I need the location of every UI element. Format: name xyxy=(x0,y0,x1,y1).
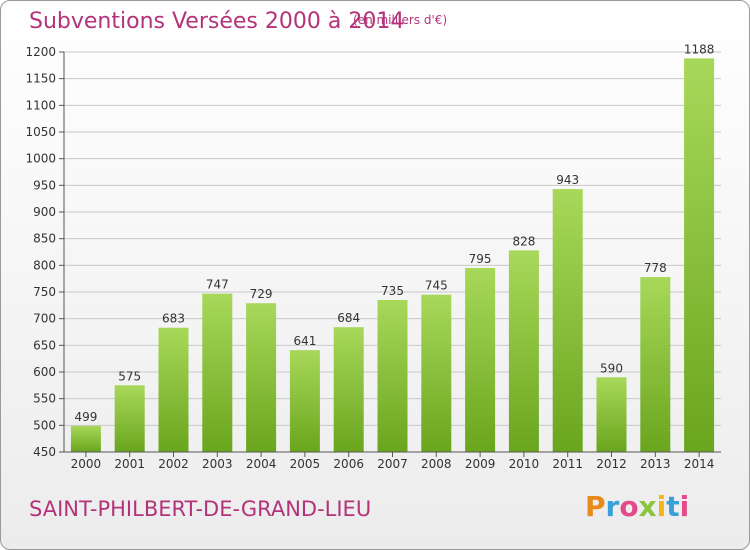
y-tick-label: 1100 xyxy=(25,98,56,112)
bar-2008 xyxy=(421,294,452,452)
x-tick-label: 2007 xyxy=(377,457,408,471)
y-tick-label: 650 xyxy=(33,338,56,352)
x-tick-label: 2001 xyxy=(114,457,145,471)
bar-2005 xyxy=(289,350,320,452)
bar-2000 xyxy=(70,425,101,452)
x-tick-label: 2006 xyxy=(333,457,364,471)
value-label: 499 xyxy=(74,410,97,424)
y-tick-label: 1000 xyxy=(25,152,56,166)
x-tick-label: 2013 xyxy=(640,457,671,471)
y-tick-label: 750 xyxy=(33,285,56,299)
x-tick-label: 2002 xyxy=(158,457,189,471)
bar-2011 xyxy=(552,189,583,453)
value-label: 795 xyxy=(469,252,492,266)
y-tick-label: 700 xyxy=(33,312,56,326)
x-tick-label: 2005 xyxy=(290,457,321,471)
y-tick-label: 800 xyxy=(33,258,56,272)
y-tick-label: 950 xyxy=(33,178,56,192)
value-label: 641 xyxy=(293,334,316,348)
logo-letter: i xyxy=(679,490,690,523)
x-tick-label: 2003 xyxy=(202,457,233,471)
y-tick-label: 1050 xyxy=(25,125,56,139)
bar-2009 xyxy=(465,268,496,452)
y-tick-label: 900 xyxy=(33,205,56,219)
x-tick-label: 2012 xyxy=(596,457,627,471)
place-name: SAINT-PHILBERT-DE-GRAND-LIEU xyxy=(29,497,372,521)
y-tick-label: 850 xyxy=(33,232,56,246)
value-label: 683 xyxy=(162,312,185,326)
unit-note: (en milliers d'€) xyxy=(353,13,448,27)
value-label: 729 xyxy=(250,287,273,301)
value-label: 778 xyxy=(644,261,667,275)
bars xyxy=(70,58,715,453)
bar-2007 xyxy=(377,300,408,452)
value-label: 575 xyxy=(118,369,141,383)
bar-2001 xyxy=(114,385,145,452)
bar-2012 xyxy=(596,377,627,452)
value-label: 684 xyxy=(337,311,360,325)
x-axis: 2000 2001 2002 2003 2004 2005 2006 2007 2008 2009… xyxy=(64,451,721,471)
x-tick-label: 2008 xyxy=(421,457,452,471)
value-labels: 499 575 683 747 729 641 684 735 745 795 828 943 590 7… xyxy=(74,42,714,423)
bar-2010 xyxy=(508,250,539,452)
y-tick-label: 450 xyxy=(33,445,56,459)
y-tick-label: 550 xyxy=(33,392,56,406)
value-label: 747 xyxy=(206,278,229,292)
value-label: 590 xyxy=(600,361,623,375)
x-tick-label: 2011 xyxy=(552,457,583,471)
logo-letter: t xyxy=(666,490,680,523)
y-tick-label: 600 xyxy=(33,365,56,379)
value-label: 828 xyxy=(512,234,535,248)
x-tick-label: 2004 xyxy=(246,457,277,471)
bar-2006 xyxy=(333,327,364,452)
x-tick-label: 2009 xyxy=(465,457,496,471)
proxiti-logo: Proxiti xyxy=(585,490,689,523)
logo-letter: P xyxy=(585,490,606,523)
bar-2003 xyxy=(202,293,233,452)
chart-title: Subventions Versées 2000 à 2014 xyxy=(29,9,405,34)
y-axis: 450 500 550 600 650 700 750 800 850 900 950 1000 105… xyxy=(25,45,65,459)
bar-2002 xyxy=(158,327,189,452)
value-label: 1188 xyxy=(684,42,715,56)
logo-letter: x xyxy=(638,490,657,523)
value-label: 735 xyxy=(381,284,404,298)
x-tick-label: 2000 xyxy=(71,457,102,471)
x-tick-label: 2010 xyxy=(509,457,540,471)
bar-2014 xyxy=(684,58,715,453)
y-tick-label: 1200 xyxy=(25,45,56,59)
value-label: 745 xyxy=(425,279,448,293)
value-label: 943 xyxy=(556,173,579,187)
x-tick-label: 2014 xyxy=(684,457,715,471)
logo-letter: i xyxy=(656,490,667,523)
bar-2013 xyxy=(640,277,671,452)
bar-2004 xyxy=(246,303,277,452)
logo-letter: r xyxy=(605,490,620,523)
y-tick-label: 1150 xyxy=(25,72,56,86)
logo-letter: o xyxy=(619,490,639,523)
y-tick-label: 500 xyxy=(33,418,56,432)
